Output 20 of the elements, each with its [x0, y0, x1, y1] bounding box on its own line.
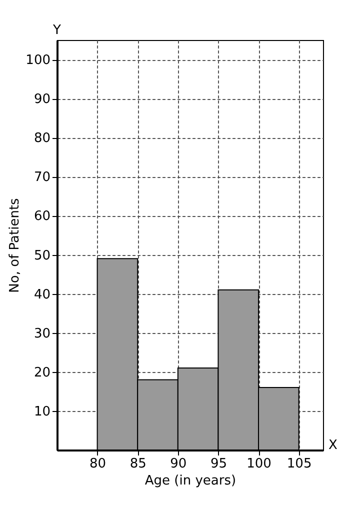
x-tick-label: 90 — [170, 456, 187, 472]
text: Y — [52, 23, 62, 38]
text: X — [328, 438, 338, 453]
x-tick-label: 80 — [90, 456, 106, 472]
y-tick-label: 90 — [34, 92, 50, 108]
y-tick-label: 70 — [34, 170, 50, 186]
y-tick-label: 100 — [26, 53, 50, 68]
y-tick-label: 50 — [34, 248, 50, 264]
y-tick-label: 20 — [34, 365, 50, 380]
x-tick-label: 85 — [130, 456, 146, 472]
y-tick-label: 40 — [34, 287, 50, 302]
x-tick-label: 100 — [246, 456, 272, 472]
x-axis-title: Age (in years) — [144, 474, 236, 488]
x-tick-label: 95 — [210, 456, 227, 472]
x-tick-label: 105 — [286, 456, 312, 472]
y-tick-label: 10 — [34, 404, 50, 420]
y-tick-label: 30 — [34, 326, 50, 342]
y-tick-label: 60 — [34, 209, 50, 224]
y-axis-title: No, of Patients — [8, 198, 23, 293]
y-tick-label: 80 — [34, 131, 50, 146]
